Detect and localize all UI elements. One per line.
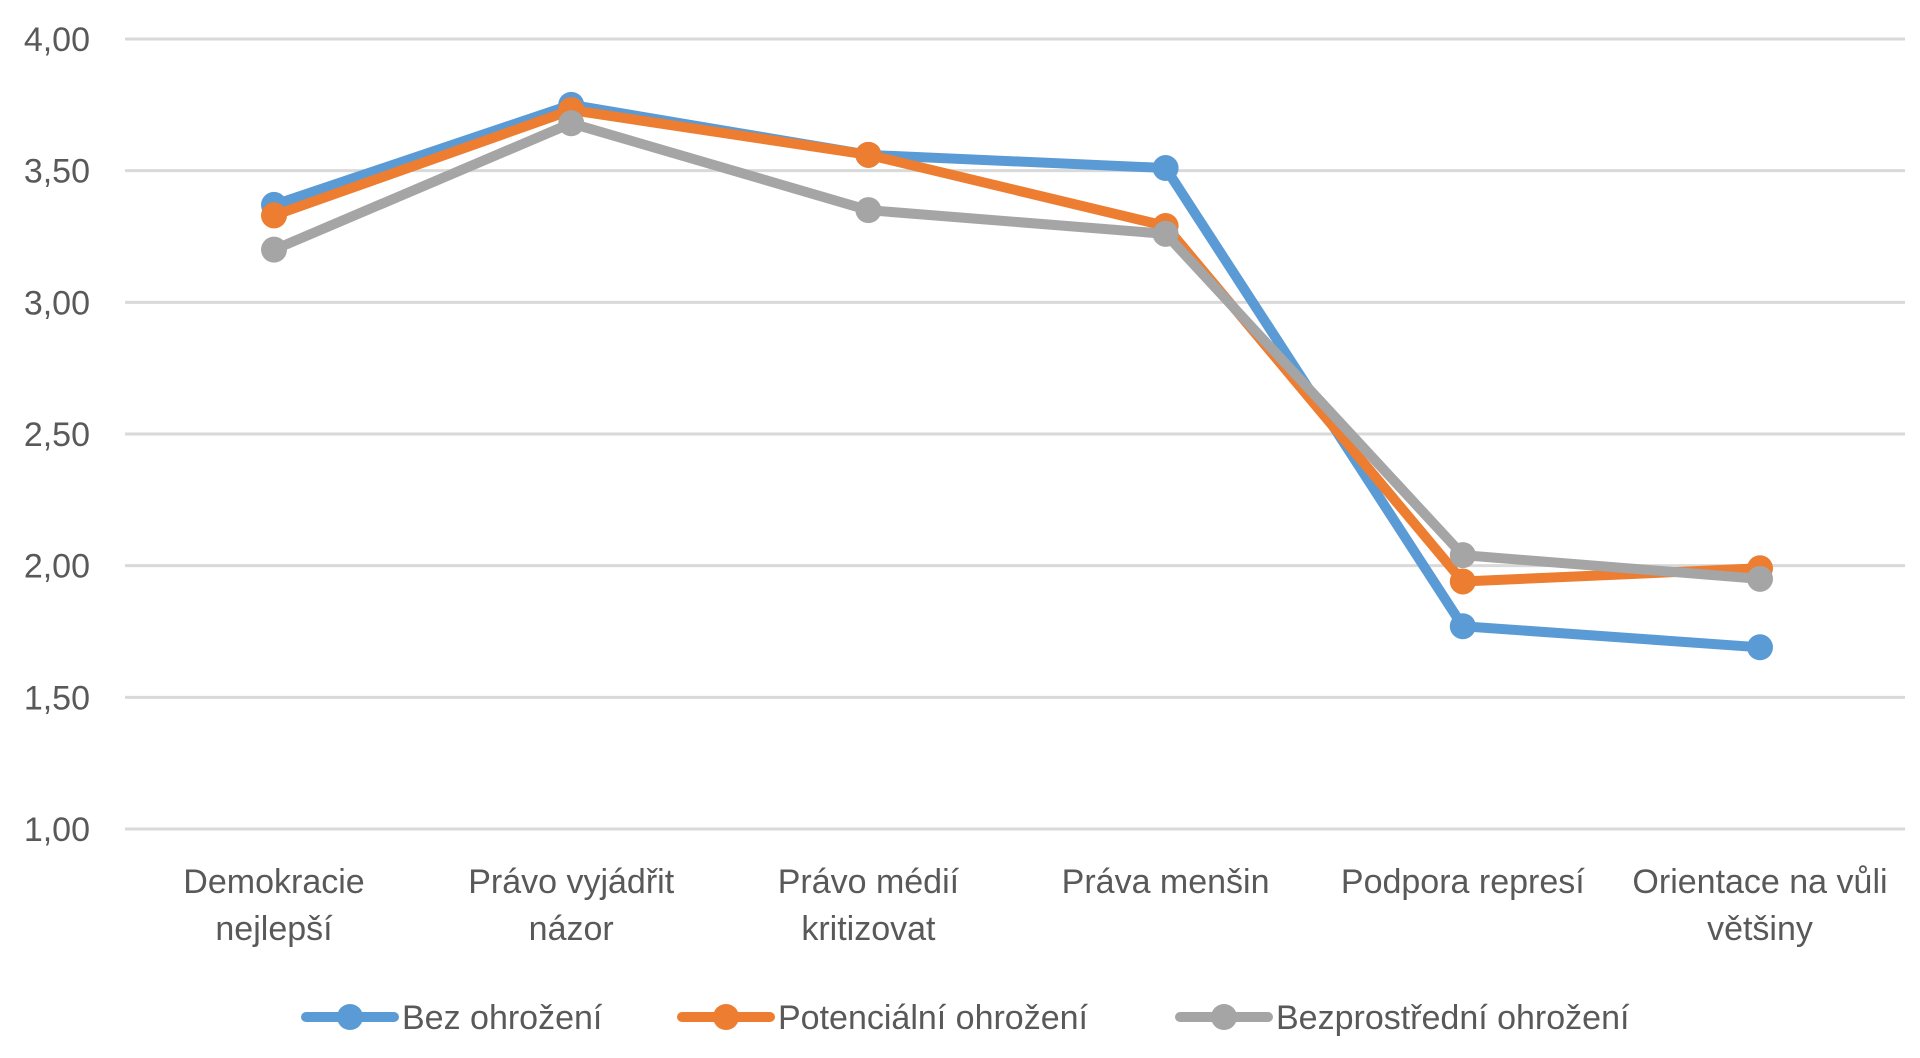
x-category-label-line: Podpora represí bbox=[1341, 863, 1585, 901]
data-point-marker bbox=[1152, 155, 1179, 182]
data-point-marker bbox=[558, 110, 585, 137]
y-tick-label: 4,00 bbox=[24, 21, 90, 59]
legend-item: Potenciální ohrožení bbox=[677, 999, 1089, 1037]
data-point-marker bbox=[1449, 542, 1476, 569]
gridlines bbox=[125, 37, 1905, 831]
x-category-label: Demokracie nejlepší bbox=[183, 863, 364, 948]
legend-item: Bezprostřední ohrožení bbox=[1175, 999, 1630, 1037]
x-category-label: Orientace na vůli většiny bbox=[1632, 863, 1887, 948]
x-category-label-line: názor bbox=[529, 910, 614, 948]
x-category-label-line: Demokracie bbox=[183, 863, 364, 901]
y-axis-tick-labels: 1,00 1,50 2,00 2,50 3,00 3,50 4,00 bbox=[24, 21, 90, 849]
series-line bbox=[269, 99, 1765, 653]
y-tick-label: 2,00 bbox=[24, 548, 90, 586]
x-category-label-line: Právo médií bbox=[778, 863, 960, 901]
x-category-label-line: Práva menšin bbox=[1062, 863, 1270, 901]
legend: Bez ohrožení Potenciální ohrožení Bezprost… bbox=[301, 999, 1630, 1037]
data-point-marker bbox=[261, 236, 287, 263]
data-point-marker bbox=[1449, 568, 1476, 595]
legend-swatch-marker bbox=[1211, 1004, 1237, 1030]
legend-label: Potenciální ohrožení bbox=[778, 999, 1089, 1037]
legend-swatch-marker bbox=[337, 1004, 363, 1030]
x-category-label-line: Orientace na vůli bbox=[1632, 863, 1887, 901]
y-tick-label: 3,00 bbox=[24, 284, 90, 322]
legend-label: Bezprostřední ohrožení bbox=[1276, 999, 1630, 1037]
x-category-label: Právo médií kritizovat bbox=[778, 863, 960, 948]
x-category-label-line: nejlepší bbox=[215, 910, 333, 948]
legend-swatch-marker bbox=[713, 1004, 739, 1030]
series-lines bbox=[261, 91, 1773, 661]
y-tick-label: 1,00 bbox=[24, 811, 90, 849]
series-line bbox=[269, 105, 1765, 587]
data-point-marker bbox=[1747, 565, 1773, 592]
data-point-marker bbox=[1152, 220, 1179, 247]
series-3 bbox=[261, 110, 1773, 592]
y-tick-label: 2,50 bbox=[24, 416, 90, 454]
y-tick-label: 3,50 bbox=[24, 153, 90, 191]
series-line bbox=[269, 118, 1765, 584]
x-category-label: Právo vyjádřit názor bbox=[468, 863, 675, 948]
x-category-label-line: Právo vyjádřit bbox=[468, 863, 675, 901]
data-point-marker bbox=[1747, 634, 1773, 661]
y-tick-label: 1,50 bbox=[24, 679, 90, 717]
x-category-label: Práva menšin bbox=[1062, 863, 1270, 901]
data-point-marker bbox=[1449, 613, 1476, 640]
legend-label: Bez ohrožení bbox=[402, 999, 603, 1037]
data-point-marker bbox=[261, 202, 287, 229]
legend-item: Bez ohrožení bbox=[301, 999, 603, 1037]
data-point-marker bbox=[855, 197, 882, 224]
x-category-label: Podpora represí bbox=[1341, 863, 1585, 901]
data-point-marker bbox=[855, 141, 882, 168]
x-category-label-line: většiny bbox=[1707, 910, 1813, 948]
x-category-label-line: kritizovat bbox=[801, 910, 936, 948]
